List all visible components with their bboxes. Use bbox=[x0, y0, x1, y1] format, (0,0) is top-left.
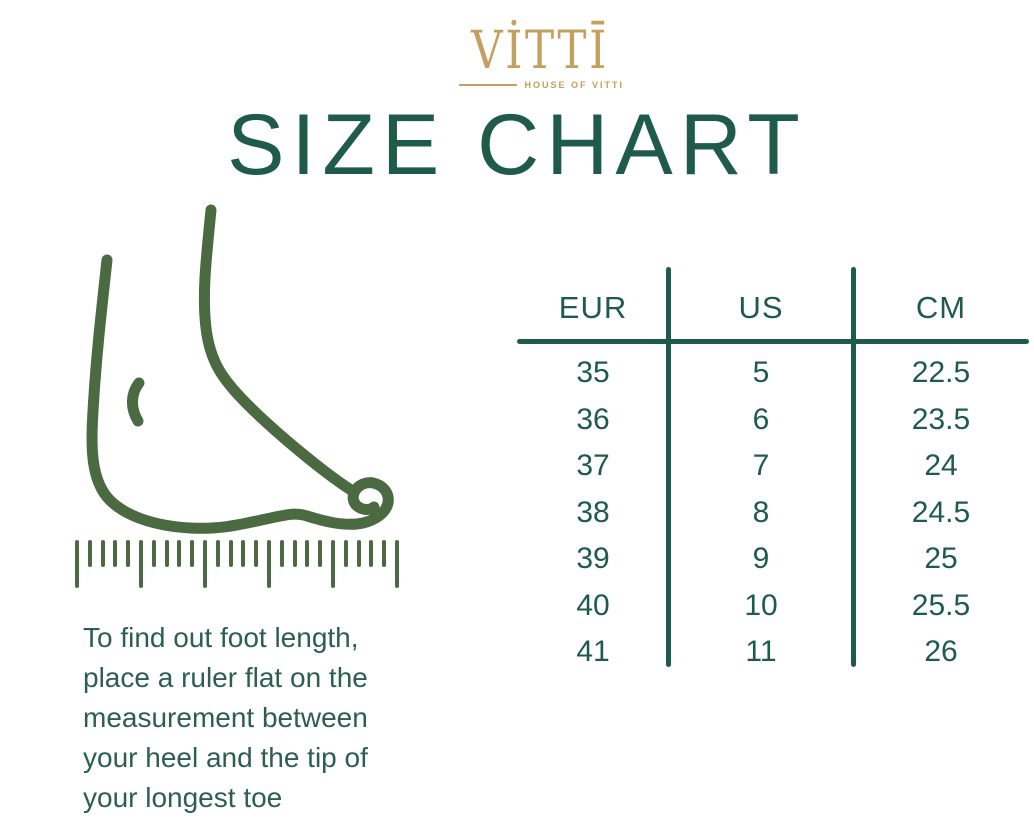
table-row: 40 10 25.5 bbox=[517, 583, 1029, 630]
ruler-tick bbox=[266, 540, 271, 588]
ruler-icon bbox=[75, 540, 399, 592]
foot-outline-icon bbox=[75, 200, 405, 545]
size-cell: 23.5 bbox=[911, 402, 971, 436]
table-row: 41 11 26 bbox=[517, 629, 1029, 676]
ruler-tick bbox=[151, 540, 156, 567]
ruler-tick bbox=[164, 540, 169, 567]
size-cell: 39 bbox=[576, 542, 610, 575]
tagline-rule bbox=[459, 83, 518, 86]
size-table: EUR US CM 35 5 22.5 36 6 23.5 37 7 24 38 8 24.5 39 9 2… bbox=[517, 260, 1029, 670]
size-cell: 38 bbox=[576, 495, 610, 529]
ruler-tick bbox=[177, 540, 182, 567]
table-row: 36 6 23.5 bbox=[517, 397, 1029, 444]
brand-logo-text: VİTTĪ bbox=[471, 21, 609, 81]
table-divider-vertical-1 bbox=[666, 267, 671, 667]
size-cell: 24.5 bbox=[911, 495, 971, 529]
size-cell: 6 bbox=[752, 402, 770, 436]
ruler-tick bbox=[215, 540, 220, 567]
ruler-tick bbox=[190, 540, 195, 567]
ruler-tick bbox=[202, 540, 207, 588]
size-cell: 24 bbox=[924, 449, 958, 482]
column-header-us: US bbox=[738, 290, 784, 325]
ruler-tick bbox=[369, 540, 374, 567]
ruler-tick bbox=[394, 540, 399, 588]
size-cell: 9 bbox=[752, 542, 770, 575]
size-cell: 11 bbox=[745, 635, 777, 668]
ruler-tick bbox=[356, 540, 361, 567]
size-cell: 8 bbox=[752, 495, 770, 529]
size-cell: 41 bbox=[576, 635, 610, 668]
ruler-tick bbox=[330, 540, 335, 588]
size-cell: 36 bbox=[576, 402, 610, 436]
ruler-tick bbox=[241, 540, 246, 567]
ruler-tick bbox=[138, 540, 143, 588]
foot-back-sole-path bbox=[86, 254, 394, 534]
size-cell: 7 bbox=[752, 449, 770, 482]
table-body: 35 5 22.5 36 6 23.5 37 7 24 38 8 24.5 39 9 25 40 10 25.5 4… bbox=[517, 350, 1029, 676]
size-cell: 10 bbox=[744, 588, 778, 622]
size-cell: 5 bbox=[752, 356, 770, 389]
ruler-tick bbox=[343, 540, 348, 567]
ruler-tick bbox=[382, 540, 387, 567]
foot-ankle-path bbox=[127, 377, 145, 427]
size-cell: 22.5 bbox=[911, 356, 971, 389]
brand-tagline-text: HOUSE OF VITTI bbox=[524, 79, 624, 90]
ruler-tick bbox=[113, 540, 118, 567]
size-cell: 37 bbox=[576, 449, 610, 482]
measurement-instructions: To find out foot length, place a ruler f… bbox=[83, 622, 368, 813]
size-cell: 26 bbox=[924, 635, 958, 668]
size-cell: 25 bbox=[924, 542, 958, 575]
table-header-row: EUR US CM bbox=[517, 280, 1029, 336]
table-divider-vertical-2 bbox=[851, 267, 856, 667]
ruler-tick bbox=[75, 540, 79, 588]
ruler-tick bbox=[228, 540, 233, 567]
ruler-tick bbox=[279, 540, 284, 567]
size-cell: 35 bbox=[576, 356, 610, 389]
ruler-tick bbox=[126, 540, 131, 567]
ruler-tick bbox=[87, 540, 92, 567]
size-cell: 40 bbox=[576, 588, 610, 622]
brand-tagline: HOUSE OF VITTI bbox=[452, 80, 628, 90]
table-row: 35 5 22.5 bbox=[517, 350, 1029, 397]
foot-instep-path bbox=[198, 204, 357, 496]
ruler-tick bbox=[305, 540, 310, 567]
ruler-tick bbox=[318, 540, 323, 567]
page-title: SIZE CHART bbox=[227, 97, 807, 193]
table-row: 39 9 25 bbox=[517, 536, 1029, 583]
table-row: 37 7 24 bbox=[517, 443, 1029, 490]
brand-logo: VİTTĪ HOUSE OF VITTI bbox=[452, 24, 628, 90]
ruler-tick bbox=[100, 540, 105, 567]
table-divider-horizontal bbox=[517, 339, 1029, 344]
column-header-eur: EUR bbox=[558, 290, 628, 325]
ruler-tick bbox=[292, 540, 297, 567]
table-row: 38 8 24.5 bbox=[517, 490, 1029, 537]
column-header-cm: CM bbox=[915, 290, 967, 325]
size-cell: 25.5 bbox=[911, 588, 971, 622]
ruler-tick bbox=[254, 540, 259, 567]
